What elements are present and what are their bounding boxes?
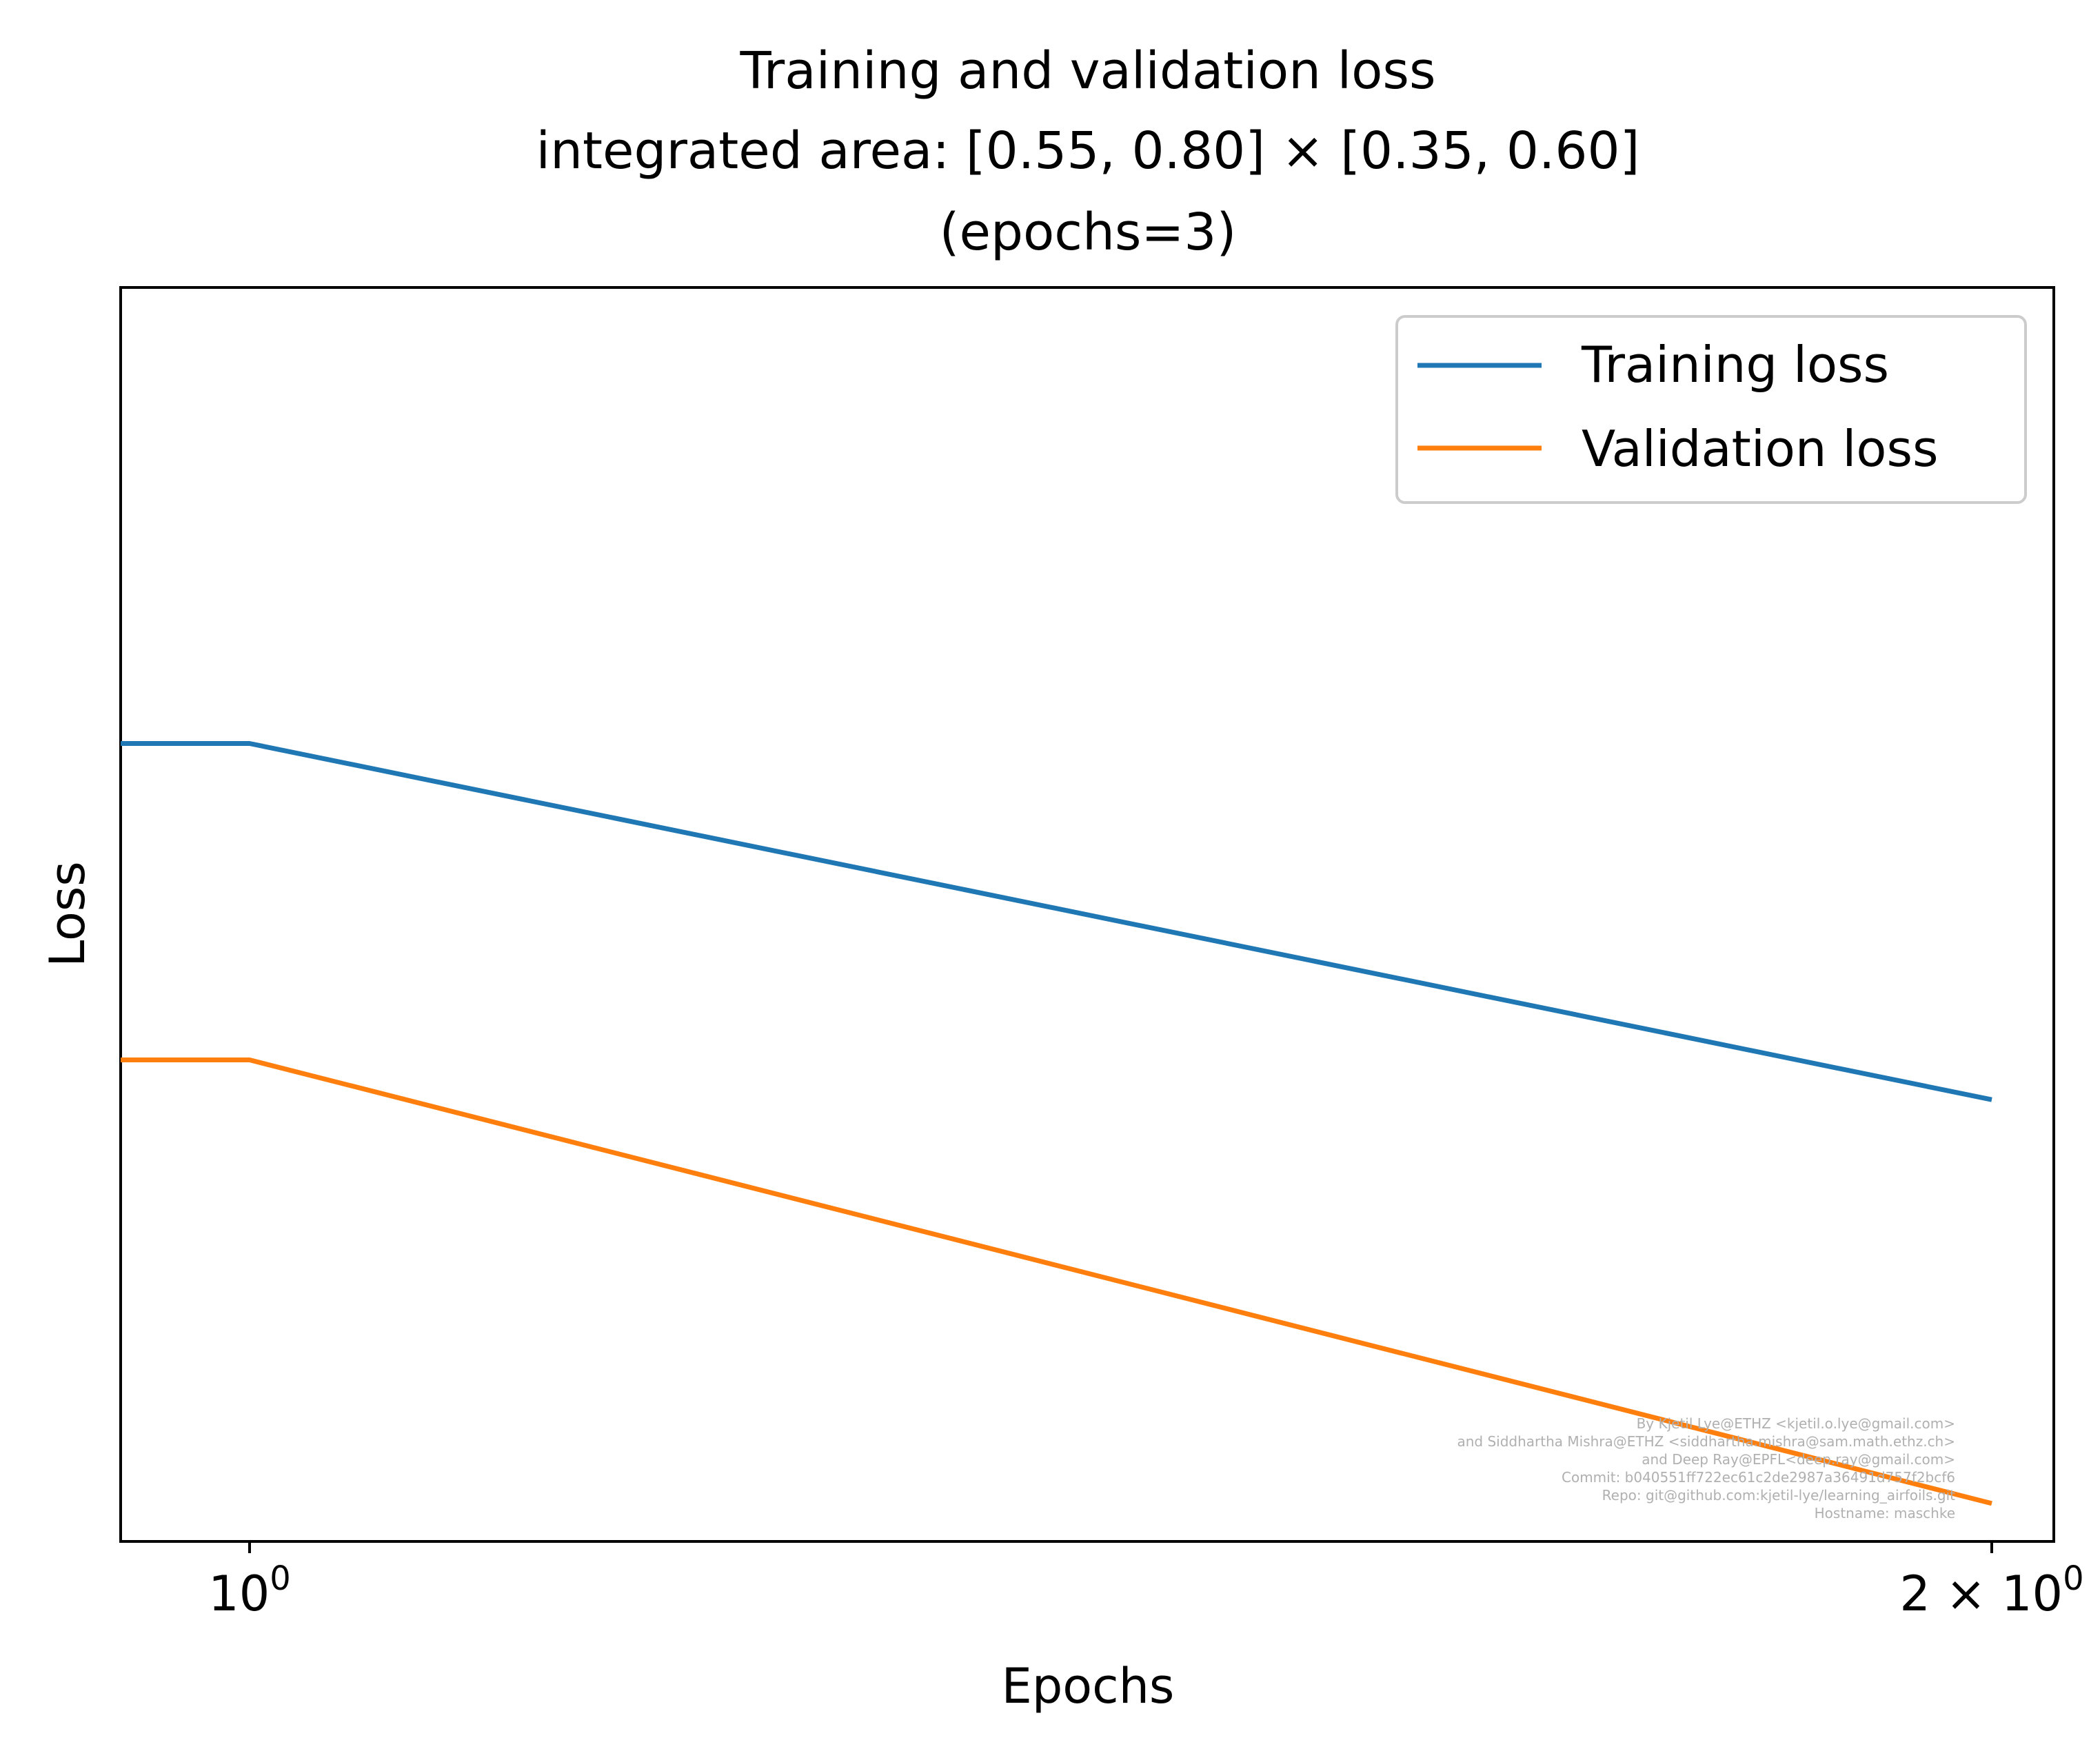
legend-label-training: Training loss (1581, 336, 1889, 394)
chart-title-line-2: integrated area: [0.55, 0.80] × [0.35, 0… (536, 121, 1640, 181)
series-line-training-loss (121, 741, 1992, 1102)
y-axis-label: Loss (39, 861, 96, 967)
credits-watermark: By Kjetil Lye@ETHZ <kjetil.o.lye@gmail.c… (1457, 1415, 1955, 1521)
legend-label-validation: Validation loss (1582, 420, 1939, 478)
series-layer (121, 741, 1992, 1506)
legend-box (1395, 315, 2027, 504)
credit-line: By Kjetil Lye@ETHZ <kjetil.o.lye@gmail.c… (1637, 1415, 1955, 1432)
legend: Training loss Validation loss (1395, 315, 2027, 504)
x-tick-label: 2 × 100 (1899, 1559, 2083, 1622)
x-tick-label: 100 (208, 1559, 291, 1622)
x-ticks: 100 2 × 100 (208, 1541, 2084, 1622)
credit-line: Repo: git@github.com:kjetil-lye/learning… (1602, 1487, 1955, 1504)
credit-line: and Siddhartha Mishra@ETHZ <siddhartha.m… (1457, 1433, 1955, 1450)
credit-line: Hostname: maschke (1815, 1505, 1955, 1521)
x-axis-label: Epochs (1002, 1658, 1175, 1714)
chart-title-line-3: (epochs=3) (940, 203, 1237, 262)
credit-line: and Deep Ray@EPFL<deep.ray@gmail.com> (1642, 1451, 1955, 1468)
credit-line: Commit: b040551ff722ec61c2de2987a36491d7… (1562, 1469, 1955, 1486)
series-line-validation-loss (121, 1057, 1992, 1506)
chart-title-line-1: Training and validation loss (739, 41, 1435, 101)
